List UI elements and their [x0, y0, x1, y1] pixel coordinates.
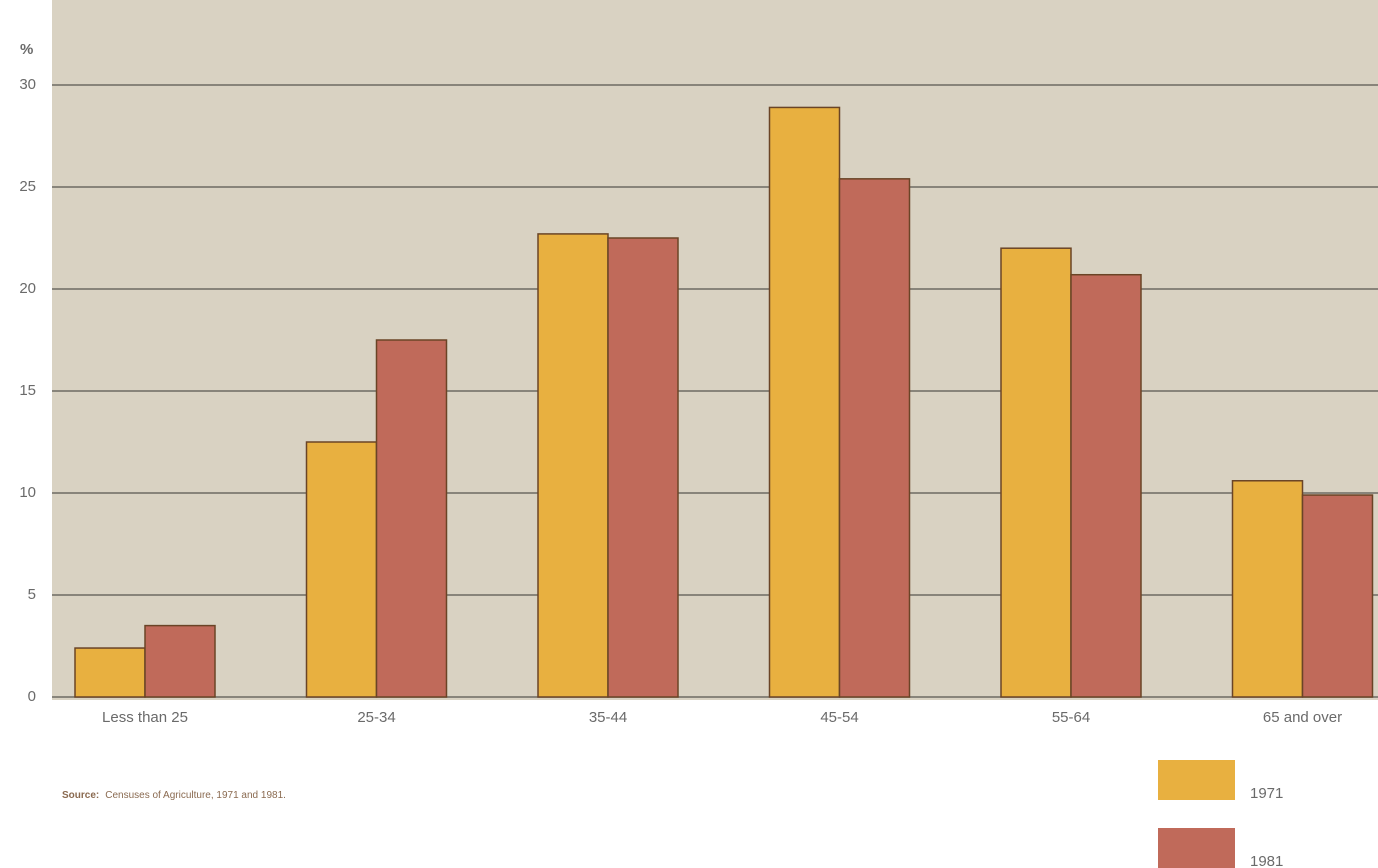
bar: [1301, 494, 1374, 698]
y-tick-label: 15: [19, 382, 36, 399]
x-tick-label: 65 and over: [1263, 709, 1342, 726]
bar: [768, 106, 841, 698]
bar: [74, 647, 146, 698]
bar: [1231, 480, 1304, 698]
y-tick-label: 25: [19, 178, 36, 195]
source-text: Censuses of Agriculture, 1971 and 1981.: [105, 790, 286, 801]
y-tick-label: 30: [19, 76, 36, 93]
x-tick-label: 55-64: [1052, 709, 1090, 726]
x-tick-label: Less than 25: [102, 709, 188, 726]
bar: [1000, 247, 1072, 698]
legend-swatch: [1158, 828, 1235, 868]
bar: [838, 178, 911, 698]
plot-background: [52, 0, 1378, 700]
y-tick-label: 5: [28, 586, 36, 603]
legend-label: 1971: [1250, 785, 1283, 802]
bar: [144, 624, 216, 698]
x-tick-label: 45-54: [820, 709, 858, 726]
bar: [305, 441, 378, 698]
legend-label: 1981: [1250, 853, 1283, 868]
bar: [537, 233, 609, 698]
y-tick-label: 20: [19, 280, 36, 297]
y-tick-label: 10: [19, 484, 36, 501]
source-note: Source: Censuses of Agriculture, 1971 and…: [62, 790, 286, 801]
bar: [375, 339, 448, 698]
y-tick-label: 0: [28, 688, 36, 705]
source-label: Source:: [62, 790, 99, 801]
bar: [607, 237, 679, 698]
bar: [1070, 273, 1142, 698]
legend-swatch: [1158, 760, 1235, 800]
x-tick-label: 35-44: [589, 709, 627, 726]
y-unit-label: %: [20, 41, 33, 58]
x-tick-label: 25-34: [357, 709, 395, 726]
